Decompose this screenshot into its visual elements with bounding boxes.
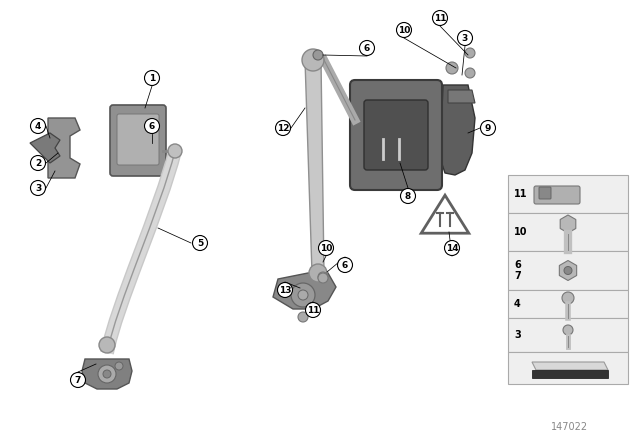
Text: 3: 3 <box>514 330 521 340</box>
Circle shape <box>31 119 45 134</box>
Circle shape <box>168 144 182 158</box>
Circle shape <box>145 119 159 134</box>
Circle shape <box>445 241 460 255</box>
Polygon shape <box>440 85 475 175</box>
Bar <box>508 251 628 290</box>
Circle shape <box>465 68 475 78</box>
Circle shape <box>563 325 573 335</box>
Circle shape <box>397 22 412 38</box>
Circle shape <box>319 241 333 255</box>
Polygon shape <box>421 195 468 233</box>
FancyBboxPatch shape <box>117 114 159 165</box>
Text: 6: 6 <box>149 121 155 130</box>
Text: 7: 7 <box>75 375 81 384</box>
Circle shape <box>318 272 328 282</box>
Text: 2: 2 <box>35 159 41 168</box>
Bar <box>508 175 628 213</box>
Text: 3: 3 <box>35 184 41 193</box>
Text: 10: 10 <box>320 244 332 253</box>
Text: 5: 5 <box>197 238 203 247</box>
Text: 6: 6 <box>364 43 370 52</box>
Polygon shape <box>82 359 132 389</box>
Circle shape <box>465 48 475 58</box>
Circle shape <box>458 30 472 46</box>
Circle shape <box>305 302 321 318</box>
Circle shape <box>360 40 374 56</box>
Text: 3: 3 <box>462 34 468 43</box>
Circle shape <box>193 236 207 250</box>
Circle shape <box>291 283 315 307</box>
Circle shape <box>564 267 572 275</box>
Circle shape <box>70 372 86 388</box>
Bar <box>532 370 608 378</box>
Polygon shape <box>532 362 608 370</box>
Polygon shape <box>559 260 577 280</box>
Bar <box>508 318 628 352</box>
Bar <box>508 213 628 251</box>
Text: 11: 11 <box>307 306 319 314</box>
Circle shape <box>318 273 328 283</box>
Circle shape <box>31 181 45 195</box>
Text: 6
7: 6 7 <box>514 260 521 281</box>
Circle shape <box>278 283 292 297</box>
Circle shape <box>170 146 180 156</box>
Text: 11: 11 <box>514 189 527 199</box>
FancyBboxPatch shape <box>350 80 442 190</box>
Circle shape <box>302 49 324 71</box>
Text: 1: 1 <box>149 73 155 82</box>
Polygon shape <box>48 118 80 178</box>
Circle shape <box>313 50 323 60</box>
Bar <box>508 290 628 318</box>
FancyBboxPatch shape <box>110 105 166 176</box>
Text: 13: 13 <box>279 285 291 294</box>
Circle shape <box>145 70 159 86</box>
Polygon shape <box>305 60 324 273</box>
Circle shape <box>99 337 115 353</box>
Polygon shape <box>448 90 475 103</box>
Text: 9: 9 <box>485 124 491 133</box>
Circle shape <box>298 290 308 300</box>
Text: 4: 4 <box>514 299 521 309</box>
Circle shape <box>337 258 353 272</box>
Polygon shape <box>30 133 60 163</box>
Circle shape <box>298 312 308 322</box>
Circle shape <box>481 121 495 135</box>
Circle shape <box>31 155 45 171</box>
Circle shape <box>562 292 574 304</box>
Circle shape <box>446 62 458 74</box>
Text: 10: 10 <box>398 26 410 34</box>
Text: 12: 12 <box>276 124 289 133</box>
Circle shape <box>275 121 291 135</box>
Text: 8: 8 <box>405 191 411 201</box>
Circle shape <box>433 10 447 26</box>
Text: 6: 6 <box>342 260 348 270</box>
Circle shape <box>309 264 327 282</box>
Text: 11: 11 <box>434 13 446 22</box>
Circle shape <box>115 362 123 370</box>
Text: 147022: 147022 <box>552 422 589 432</box>
Polygon shape <box>560 215 576 233</box>
Circle shape <box>401 189 415 203</box>
FancyBboxPatch shape <box>364 100 428 170</box>
Circle shape <box>103 370 111 378</box>
Text: 14: 14 <box>445 244 458 253</box>
FancyBboxPatch shape <box>534 186 580 204</box>
FancyBboxPatch shape <box>539 187 551 199</box>
Circle shape <box>98 365 116 383</box>
Text: 10: 10 <box>514 227 527 237</box>
Text: 4: 4 <box>35 121 41 130</box>
Polygon shape <box>273 273 336 309</box>
Bar <box>508 352 628 384</box>
